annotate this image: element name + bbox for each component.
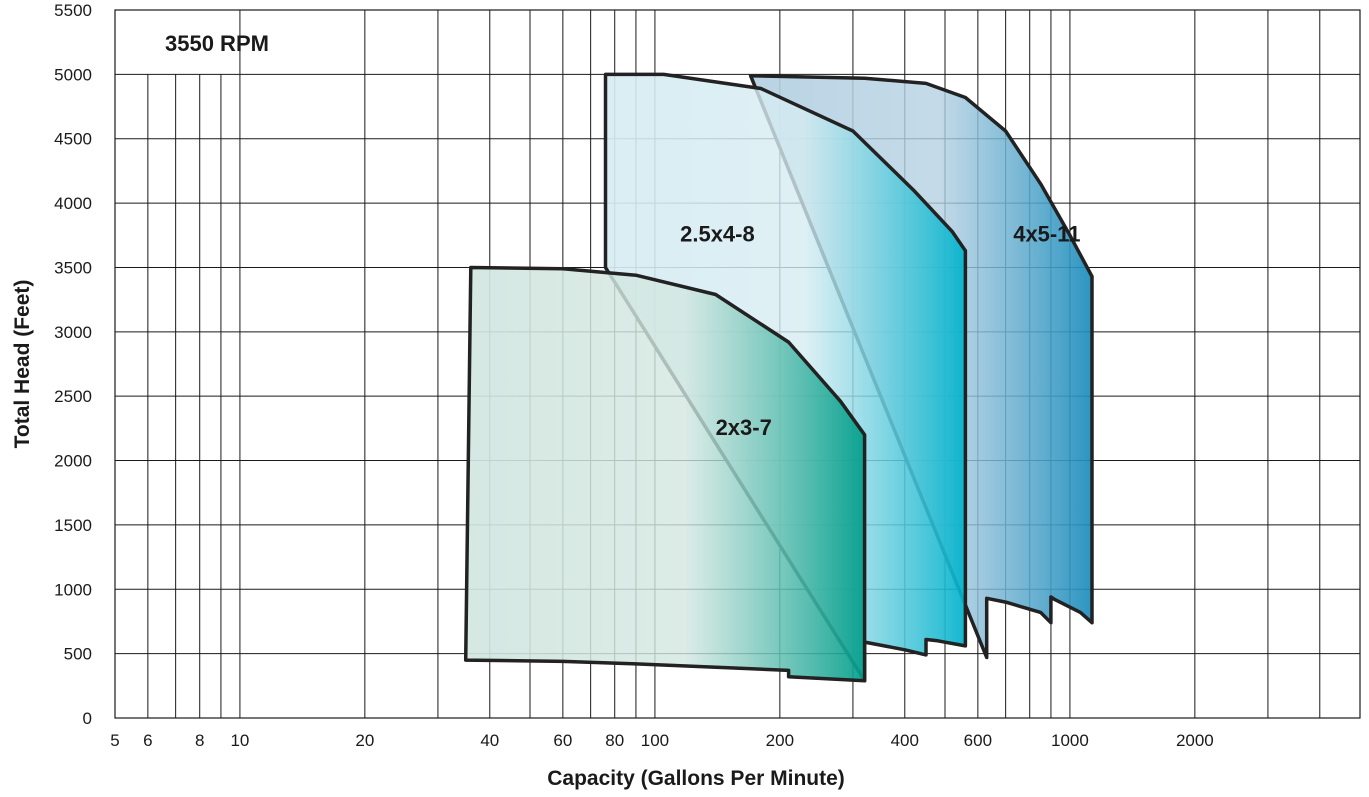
x-tick-label: 400 [891,731,919,750]
region-label: 2x3-7 [716,415,772,440]
y-tick-label: 0 [83,709,92,728]
x-tick-label: 1000 [1051,731,1089,750]
region-label: 4x5-11 [1013,222,1080,247]
y-tick-label: 5500 [54,1,92,20]
y-tick-label: 3000 [54,323,92,342]
region-2x3-7 [463,265,867,683]
x-tick-label: 200 [766,731,794,750]
region-labels: 4x5-11 2.5x4-8 2x3-7 [680,222,1080,440]
y-axis-title: Total Head (Feet) [11,280,34,449]
x-tick-label: 2000 [1176,731,1214,750]
y-tick-label: 2500 [54,387,92,406]
y-tick-label: 4000 [54,194,92,213]
x-tick-label: 10 [230,731,249,750]
y-tick-label: 1000 [54,580,92,599]
y-tick-label: 3500 [54,258,92,277]
y-tick-label: 4500 [54,130,92,149]
plot-frame [114,9,1361,719]
y-tick-label: 5000 [54,65,92,84]
x-tick-label: 600 [964,731,992,750]
x-tick-label: 60 [553,731,572,750]
x-tick-label: 8 [195,731,204,750]
plot-border [114,9,1361,719]
x-tick-label: 80 [605,731,624,750]
x-tick-label: 20 [355,731,374,750]
y-tick-label: 1500 [54,516,92,535]
rpm-annotation: 3550 RPM [165,31,269,56]
x-tick-label: 5 [110,731,119,750]
region-label: 2.5x4-8 [680,222,755,247]
x-tick-label: 40 [480,731,499,750]
x-tick-label: 6 [143,731,152,750]
x-axis-title: Capacity (Gallons Per Minute) [547,767,845,790]
y-tick-label: 2000 [54,452,92,471]
y-tick-label: 500 [64,645,92,664]
tick-labels: 0 500 1000 1500 2000 2500 3000 3500 4000 4500 5000… [54,1,1214,750]
x-tick-label: 100 [641,731,669,750]
pump-regions [463,72,1094,683]
